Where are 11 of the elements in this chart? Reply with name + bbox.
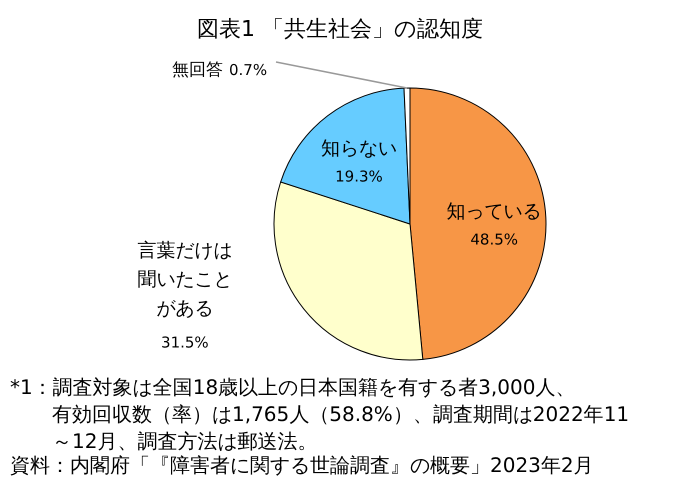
data-label: 0.7%: [229, 61, 268, 79]
data-label: 19.3%: [335, 167, 383, 186]
text: 資料：内閣府「『障害者に関する世論調査』の概要」2023年2月: [10, 453, 594, 477]
text: *1：調査対象は全国18歳以上の日本国籍を有する者3,000人、有効回収数（率）は1,765人（58.8%）、調査期間は2022年11～12月、調査方法は郵送法。: [10, 375, 630, 453]
data-label: 31.5%: [161, 333, 209, 352]
slice-label: 知っている: [446, 200, 542, 223]
slice-label: 言葉だけは聞いたことがある: [137, 239, 232, 320]
chart-title: 図表1 「共生社会」の認知度: [197, 17, 483, 42]
data-label: 48.5%: [470, 230, 518, 249]
slice-label: 知らない: [320, 137, 397, 160]
slice-label: 無回答: [172, 60, 223, 80]
